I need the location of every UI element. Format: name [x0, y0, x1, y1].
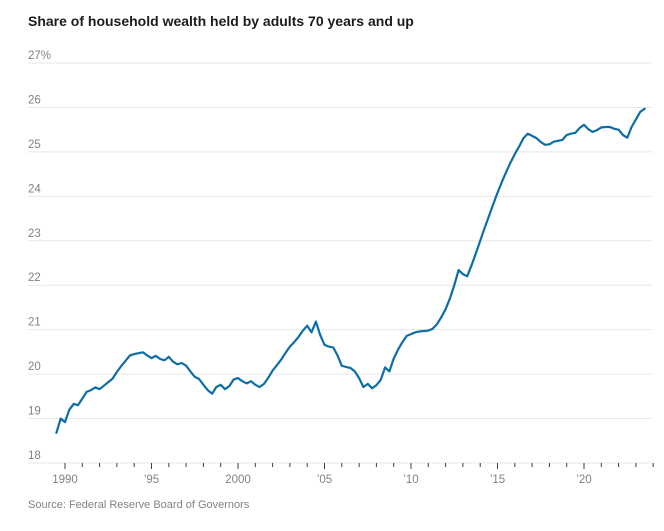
y-axis-labels: 27% 26 25 24 23 22 21 20 19 18: [28, 50, 51, 462]
y-tick-label: 27%: [28, 50, 51, 62]
wealth-share-series: [55, 107, 646, 434]
y-tick-label: 19: [28, 406, 41, 418]
x-tick-label: ’20: [576, 474, 591, 486]
y-tick-label: 22: [28, 272, 41, 284]
y-tick-label: 23: [28, 228, 41, 240]
x-tick-label: ’95: [144, 474, 159, 486]
y-tick-label: 21: [28, 317, 41, 329]
y-tick-label: 25: [28, 139, 41, 151]
x-axis-ticks: [64, 463, 654, 469]
chart-title: Share of household wealth held by adults…: [28, 13, 414, 29]
x-tick-label: 2000: [225, 474, 251, 486]
y-tick-label: 18: [28, 450, 41, 462]
x-tick-label: ’05: [317, 474, 332, 486]
x-axis-labels: 1990 ’95 2000 ’05 ’10 ’15 ’20: [52, 474, 591, 486]
y-tick-label: 24: [28, 183, 41, 195]
y-tick-label: 20: [28, 361, 41, 373]
y-tick-label: 26: [28, 94, 41, 106]
y-gridlines: [28, 62, 652, 464]
x-tick-label: ’15: [490, 474, 505, 486]
x-tick-label: 1990: [52, 474, 78, 486]
x-tick-label: ’10: [403, 474, 418, 486]
source-note: Source: Federal Reserve Board of Governo…: [28, 499, 250, 511]
